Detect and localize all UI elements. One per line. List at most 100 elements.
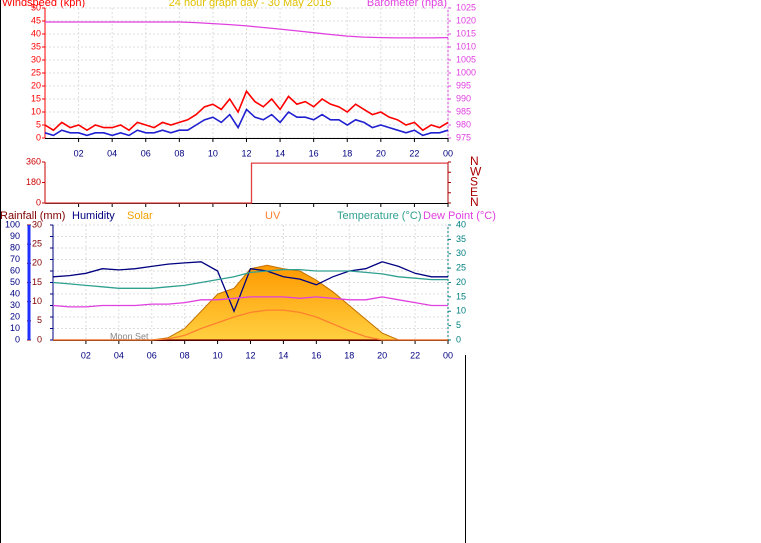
y-tick-label: 50 <box>10 277 20 287</box>
legend-entry: UV <box>265 210 281 222</box>
chart-title: 24 hour graph day - 30 May 2016 <box>169 0 332 9</box>
y2-tick-label: 35 <box>456 234 466 244</box>
y-tick-label: 360 <box>26 156 41 166</box>
y2-tick-label: 1005 <box>456 54 476 64</box>
y2-tick-label: 1000 <box>456 67 476 77</box>
y-tick-label: 0 <box>15 334 20 344</box>
y3-tick-label: 5 <box>37 315 42 325</box>
y2-tick-label: N <box>470 195 479 209</box>
y2-axis-label: Barometer (hpa) <box>367 0 447 9</box>
series-line <box>52 296 448 308</box>
y-tick-label: 45 <box>31 15 41 25</box>
x-tick-label: 18 <box>342 148 352 158</box>
series-line <box>44 89 449 132</box>
y-tick-label: 60 <box>10 265 20 275</box>
x-tick-label: 14 <box>275 148 285 158</box>
series-line <box>52 261 448 314</box>
y-tick-label: 20 <box>31 80 41 90</box>
legend-entry: Dew Point (°C) <box>423 210 496 222</box>
y2-tick-label: 5 <box>456 320 461 330</box>
x-tick-label: 16 <box>311 350 321 360</box>
y2-tick-label: W <box>470 164 482 178</box>
y3-tick-label: 30 <box>32 219 42 229</box>
y-tick-label: 0 <box>36 197 41 207</box>
x-tick-label: 10 <box>208 148 218 158</box>
series-line <box>53 309 448 341</box>
x-tick-label: 22 <box>409 148 419 158</box>
y3-tick-label: 10 <box>32 296 42 306</box>
legend-entry: Temperature (°C) <box>337 210 421 222</box>
legend-entry: Humidity <box>72 210 115 222</box>
y2-tick-label: S <box>470 175 478 189</box>
y2-tick-label: 980 <box>456 119 471 129</box>
y-tick-label: 25 <box>31 67 41 77</box>
y3-tick-label: 15 <box>32 277 42 287</box>
y2-tick-label: E <box>470 185 478 199</box>
y-tick-label: 30 <box>10 300 20 310</box>
y-tick-label: 180 <box>26 177 41 187</box>
y-tick-label: 20 <box>10 311 20 321</box>
x-tick-label: 00 <box>443 148 453 158</box>
y3-tick-label: 25 <box>32 239 42 249</box>
y-tick-label: 10 <box>31 106 41 116</box>
y2-tick-label: N <box>470 154 479 168</box>
x-tick-label: 06 <box>147 350 157 360</box>
solar-area <box>53 264 448 341</box>
y-tick-label: 0 <box>36 132 41 142</box>
y2-tick-label: 20 <box>456 277 466 287</box>
x-tick-label: 20 <box>377 350 387 360</box>
legend-entry: Rainfall (mm) <box>0 210 65 222</box>
y-tick-label: 10 <box>10 323 20 333</box>
y-tick-label: 80 <box>10 242 20 252</box>
y2-tick-label: 0 <box>456 334 461 344</box>
y2-tick-label: 40 <box>456 219 466 229</box>
x-tick-label: 04 <box>114 350 124 360</box>
x-tick-label: 00 <box>443 350 453 360</box>
x-tick-label: 06 <box>141 148 151 158</box>
annotation: Moon Set <box>110 331 149 341</box>
x-tick-label: 16 <box>309 148 319 158</box>
y2-tick-label: 10 <box>456 306 466 316</box>
y-tick-label: 70 <box>10 254 20 264</box>
x-tick-label: 02 <box>74 148 84 158</box>
y-tick-label: 50 <box>31 2 41 12</box>
y3-tick-label: 20 <box>32 258 42 268</box>
y2-tick-label: 15 <box>456 291 466 301</box>
y2-tick-label: 1020 <box>456 15 476 25</box>
x-tick-label: 22 <box>410 350 420 360</box>
series-line <box>45 162 448 204</box>
x-tick-label: 08 <box>174 148 184 158</box>
y2-tick-label: 1025 <box>456 2 476 12</box>
y-tick-label: 35 <box>31 41 41 51</box>
x-tick-label: 20 <box>376 148 386 158</box>
y-axis-label: Windspeed (kph) <box>2 0 85 9</box>
x-tick-label: 10 <box>213 350 223 360</box>
x-tick-label: 08 <box>180 350 190 360</box>
y-tick-label: 5 <box>36 119 41 129</box>
x-tick-label: 14 <box>278 350 288 360</box>
x-tick-label: 12 <box>245 350 255 360</box>
series-line <box>44 108 449 137</box>
x-tick-label: 02 <box>81 350 91 360</box>
y2-tick-label: 30 <box>456 248 466 258</box>
y2-tick-label: 985 <box>456 106 471 116</box>
y-tick-label: 40 <box>31 28 41 38</box>
y-tick-label: 15 <box>31 93 41 103</box>
y-tick-label: 100 <box>5 219 20 229</box>
x-tick-label: 04 <box>107 148 117 158</box>
x-tick-label: 18 <box>344 350 354 360</box>
y2-tick-label: 990 <box>456 93 471 103</box>
y2-tick-label: 1010 <box>456 41 476 51</box>
y-tick-label: 30 <box>31 54 41 64</box>
y2-tick-label: 995 <box>456 80 471 90</box>
series-line <box>52 268 448 289</box>
y-tick-label: 40 <box>10 288 20 298</box>
y2-tick-label: 1015 <box>456 28 476 38</box>
y2-tick-label: 975 <box>456 132 471 142</box>
y2-tick-label: 25 <box>456 263 466 273</box>
x-tick-label: 12 <box>241 148 251 158</box>
legend-entry: Solar <box>127 210 153 222</box>
y3-tick-label: 0 <box>37 334 42 344</box>
y-tick-label: 90 <box>10 231 20 241</box>
